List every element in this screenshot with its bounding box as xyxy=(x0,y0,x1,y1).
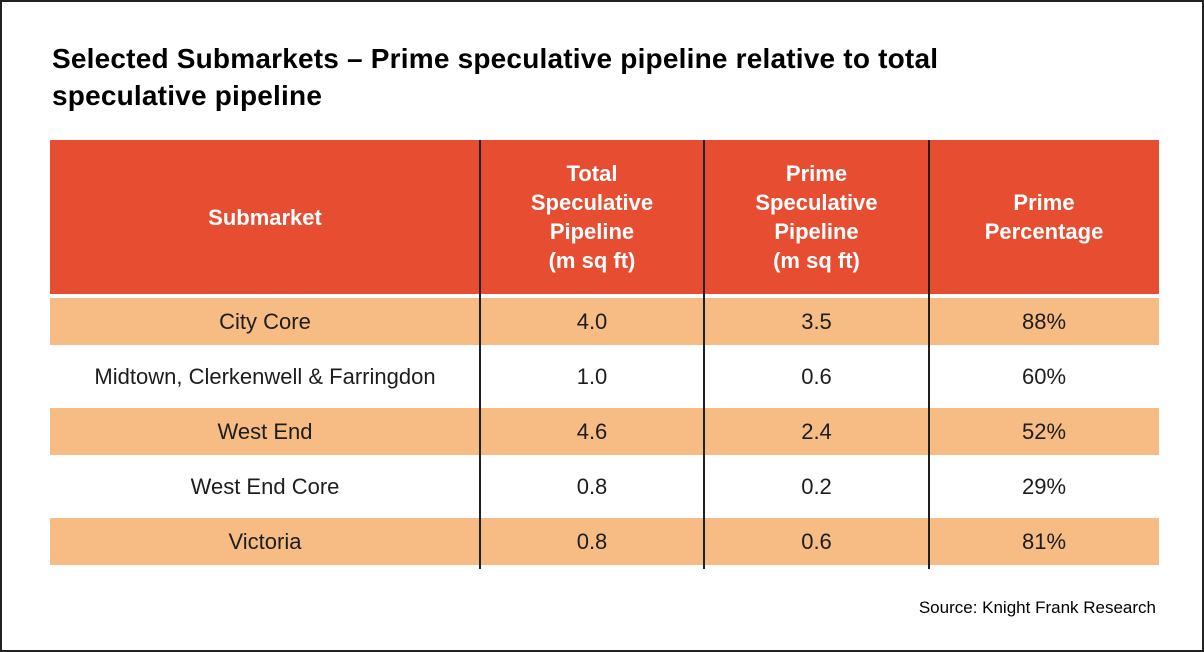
cell-submarket: Victoria xyxy=(228,528,302,554)
cell-total-pipeline: 4.6 xyxy=(576,418,608,444)
cell-prime-percentage: 29% xyxy=(1021,473,1067,499)
table-row: Midtown, Clerkenwell & Farringdon 1.0 0.… xyxy=(50,349,1159,404)
column-header-submarket: Submarket xyxy=(208,204,322,230)
table-row: West End 4.6 2.4 52% xyxy=(50,404,1159,459)
column-divider-line xyxy=(479,140,481,569)
cell-submarket: Midtown, Clerkenwell & Farringdon xyxy=(94,363,436,389)
table-row: City Core 4.0 3.5 88% xyxy=(50,294,1159,349)
cell-submarket: West End Core xyxy=(190,473,340,499)
cell-prime-pipeline: 0.6 xyxy=(801,528,832,554)
column-header-prime-speculative-pipeline: Prime Speculative Pipeline (m sq ft) xyxy=(755,161,878,273)
column-header-prime-percentage: Prime Percentage xyxy=(984,190,1104,244)
cell-total-pipeline: 1.0 xyxy=(576,363,608,389)
cell-submarket: West End xyxy=(217,418,313,444)
cell-prime-pipeline: 0.6 xyxy=(801,363,832,389)
pipeline-table: Submarket Total Speculative Pipeline (m … xyxy=(50,140,1159,569)
cell-prime-percentage: 60% xyxy=(1021,363,1067,389)
column-divider-line xyxy=(928,140,930,569)
cell-prime-percentage: 81% xyxy=(1021,528,1067,554)
cell-prime-pipeline: 3.5 xyxy=(801,308,832,334)
table-header-row: Submarket Total Speculative Pipeline (m … xyxy=(50,140,1159,294)
cell-submarket: City Core xyxy=(219,308,311,334)
cell-total-pipeline: 4.0 xyxy=(576,308,608,334)
cell-prime-pipeline: 2.4 xyxy=(801,418,832,444)
cell-prime-pipeline: 0.2 xyxy=(801,473,832,499)
table-row: West End Core 0.8 0.2 29% xyxy=(50,459,1159,514)
source-note: Source: Knight Frank Research xyxy=(918,598,1156,617)
cell-prime-percentage: 52% xyxy=(1021,418,1067,444)
column-header-total-speculative-pipeline: Total Speculative Pipeline (m sq ft) xyxy=(530,161,654,273)
cell-prime-percentage: 88% xyxy=(1021,308,1067,334)
table-row: Victoria 0.8 0.6 81% xyxy=(50,514,1159,569)
column-divider-line xyxy=(703,140,705,569)
cell-total-pipeline: 0.8 xyxy=(576,528,608,554)
cell-total-pipeline: 0.8 xyxy=(576,473,608,499)
figure-title: Selected Submarkets – Prime speculative … xyxy=(52,43,939,111)
